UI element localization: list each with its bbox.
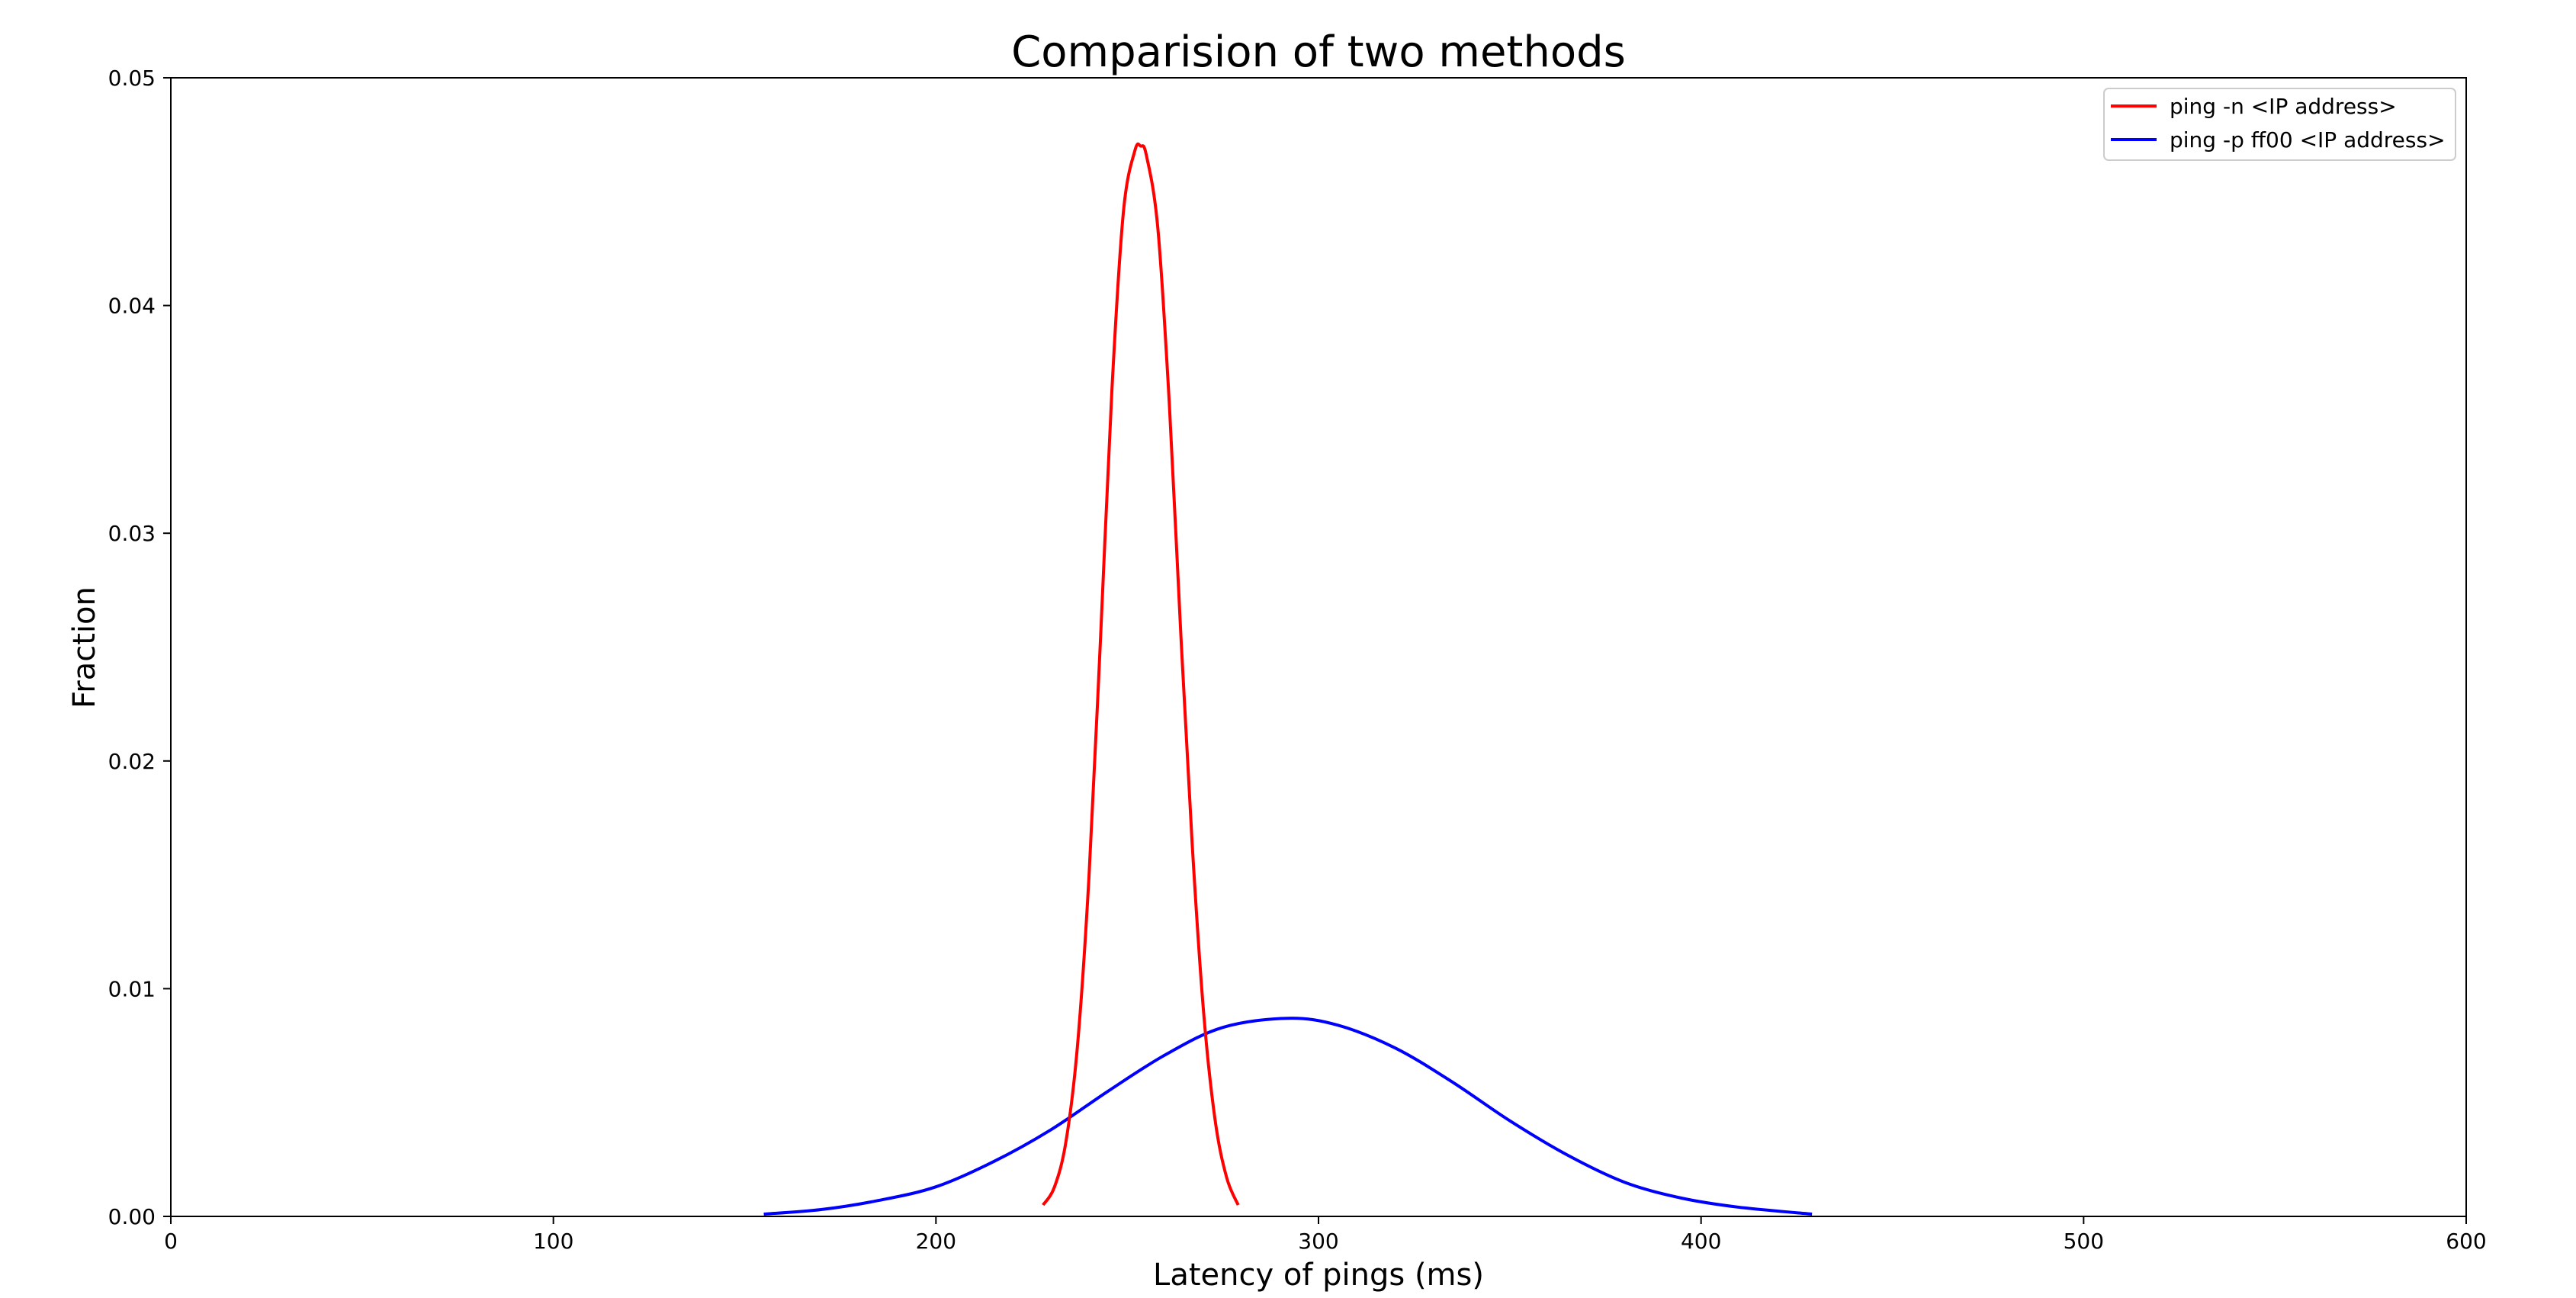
y-axis-label: Fraction [67,586,102,708]
series-line-ping-p [763,1017,1813,1216]
x-axis-label: Latency of pings (ms) [1153,1258,1484,1293]
series-line-ping-n [1042,142,1240,1206]
y-tick-label: 0.05 [108,66,156,91]
x-tick-label: 400 [1681,1229,1721,1254]
x-axis-ticks: 0 100 200 300 400 500 600 [164,1216,2487,1254]
series-layer [763,142,1813,1216]
y-tick-label: 0.01 [108,976,156,1001]
plot-area-background [171,78,2466,1216]
y-tick-label: 0.00 [108,1204,156,1229]
y-tick-label: 0.03 [108,521,156,546]
x-tick-label: 200 [916,1229,956,1254]
chart-title: Comparision of two methods [1011,27,1626,77]
x-tick-label: 500 [2064,1229,2104,1254]
x-tick-label: 300 [1298,1229,1338,1254]
x-tick-label: 0 [164,1229,178,1254]
legend-box [2103,88,2456,161]
legend-label-ping-n: ping -n <IP address> [2170,94,2397,119]
x-tick-label: 600 [2446,1229,2486,1254]
y-tick-label: 0.04 [108,294,156,319]
legend: ping -n <IP address> ping -p ff00 <IP ad… [2103,88,2456,161]
y-axis-ticks: 0.00 0.01 0.02 0.03 0.04 0.05 [108,66,171,1229]
x-tick-label: 100 [533,1229,573,1254]
y-tick-label: 0.02 [108,749,156,774]
legend-label-ping-p: ping -p ff00 <IP address> [2170,127,2446,153]
